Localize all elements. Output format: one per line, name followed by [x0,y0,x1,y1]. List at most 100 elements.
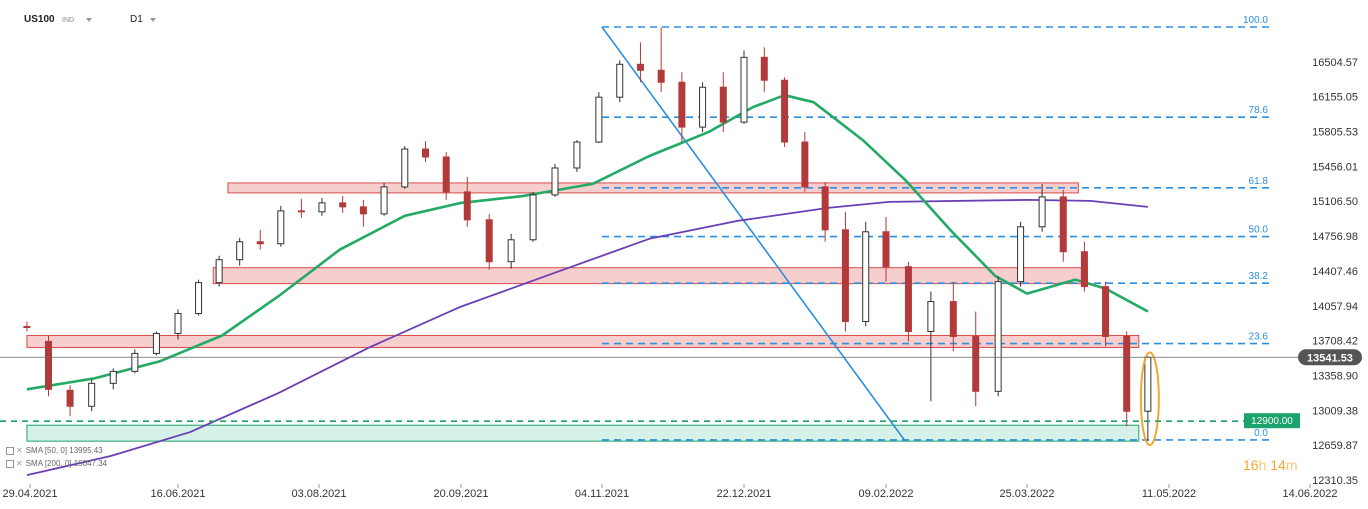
y-tick-label: 12310.35 [1312,475,1358,487]
candle-body-15 [339,202,347,208]
candle-body-13 [297,210,305,213]
y-tick-label: 13009.38 [1312,405,1358,417]
candle-body-43 [927,301,935,332]
fib-label-50.0: 50.0 [1249,225,1269,236]
fib-label-78.6: 78.6 [1249,105,1269,116]
candle-body-21 [463,191,471,221]
legend-sma200-label: SMA [200, 0] 15047.34 [25,459,108,468]
x-tick-label: 03.08.2021 [291,488,346,500]
x-tick-label: 16.06.2021 [150,488,205,500]
y-tick-label: 14057.94 [1312,301,1358,313]
level-label-0: 12900.00 [1251,416,1293,427]
candle-body-47 [1017,226,1025,283]
zone-3 [26,424,1140,442]
candle-body-14 [318,202,326,213]
candle-body-37 [801,141,809,188]
axes-layer: 16504.57 16155.05 15805.53 15456.01 15106.50… [2,57,1358,500]
candle-body-7 [174,313,182,334]
sma50-line [26,93,1149,391]
y-tick-label: 14756.98 [1312,231,1358,243]
candle-body-26 [573,141,581,169]
zone-2 [26,334,1140,348]
candle-body-39 [841,229,849,323]
candle-body-42 [904,266,912,332]
candles-layer [23,27,1160,447]
candle-body-30 [657,69,665,83]
candle-body-10 [236,241,244,261]
candle-body-32 [699,86,707,128]
sma200-line [26,199,1148,476]
candle-countdown-timer: 16h 14m [1243,457,1298,473]
candle-body-49 [1059,196,1067,253]
candle-body-29 [636,63,644,71]
candle-body-45 [972,335,980,392]
candle-body-0 [23,326,31,329]
candle-body-23 [507,239,515,263]
trendline [601,26,906,442]
fib-label-61.8: 61.8 [1249,176,1269,187]
candle-body-18 [401,148,409,188]
y-tick-label: 16155.05 [1312,92,1358,104]
x-tick-label: 20.09.2021 [433,488,488,500]
candle-body-44 [949,301,957,337]
symbol-dropdown-icon[interactable] [86,18,92,22]
candle-body-16 [359,206,367,215]
close-icon[interactable]: ✕ [16,459,23,468]
symbol-label[interactable]: US100 [24,14,55,25]
levels-layer: 13541.53 12900.00 [0,349,1362,429]
x-tick-label: 11.05.2022 [1142,488,1196,500]
fib-label-38.2: 38.2 [1249,271,1269,282]
candle-body-35 [760,56,768,81]
x-tick-label: 09.02.2022 [858,488,913,500]
candle-body-1 [45,340,52,390]
candle-body-40 [862,231,870,323]
timeframe-dropdown-icon[interactable] [150,18,156,22]
instrument-type-tag: IND [62,17,75,24]
candle-body-50 [1080,251,1088,288]
legend-sma200[interactable]: ✕ SMA [200, 0] 15047.34 [6,459,107,468]
candle-body-8 [195,282,203,315]
fib-label-0.0: 0.0 [1254,428,1268,439]
candle-body-4 [109,370,117,384]
timer-minutes: 14 [1270,457,1286,473]
last-candle-highlight [1139,351,1160,447]
candle-body-31 [678,81,686,128]
y-tick-label: 15106.50 [1312,196,1358,208]
eye-icon[interactable] [6,446,14,455]
candle-body-53 [1144,356,1152,412]
level-badge-0 [1244,413,1300,429]
candle-body-36 [781,79,789,143]
candle-body-52 [1123,335,1131,412]
candle-body-9 [215,259,223,284]
y-tick-label: 15456.01 [1312,161,1358,173]
fib-label-23.6: 23.6 [1249,332,1269,343]
candle-body-51 [1102,286,1110,337]
y-tick-label: 15805.53 [1312,127,1358,139]
candle-body-12 [277,210,285,245]
candle-body-24 [529,194,537,241]
y-tick-label: 14407.46 [1312,266,1358,278]
eye-icon[interactable] [6,459,14,468]
candle-body-33 [719,86,727,123]
candle-body-3 [88,382,96,407]
x-tick-label: 22.12.2021 [716,488,771,500]
candle-body-2 [66,389,74,407]
timer-hours: 16 [1243,457,1259,473]
trendline-layer [601,26,906,442]
candle-body-5 [131,352,139,372]
timeframe-label[interactable]: D1 [130,14,143,25]
candle-body-25 [551,167,559,196]
legend-sma50[interactable]: ✕ SMA [50, 0] 13995.43 [6,446,103,455]
candle-body-19 [422,148,429,158]
x-tick-label: 04.11.2021 [575,488,629,500]
candle-body-34 [740,56,748,123]
fib-label-100.0: 100.0 [1243,15,1268,26]
fibonacci-layer: 100.0 78.6 61.8 50.0 38.2 23.6 0.0 [602,15,1270,441]
candle-body-11 [256,241,264,245]
candle-body-41 [882,231,890,268]
y-tick-label: 13708.42 [1312,336,1358,348]
candle-body-17 [380,186,388,215]
close-icon[interactable]: ✕ [16,446,23,455]
candle-body-48 [1038,196,1046,228]
